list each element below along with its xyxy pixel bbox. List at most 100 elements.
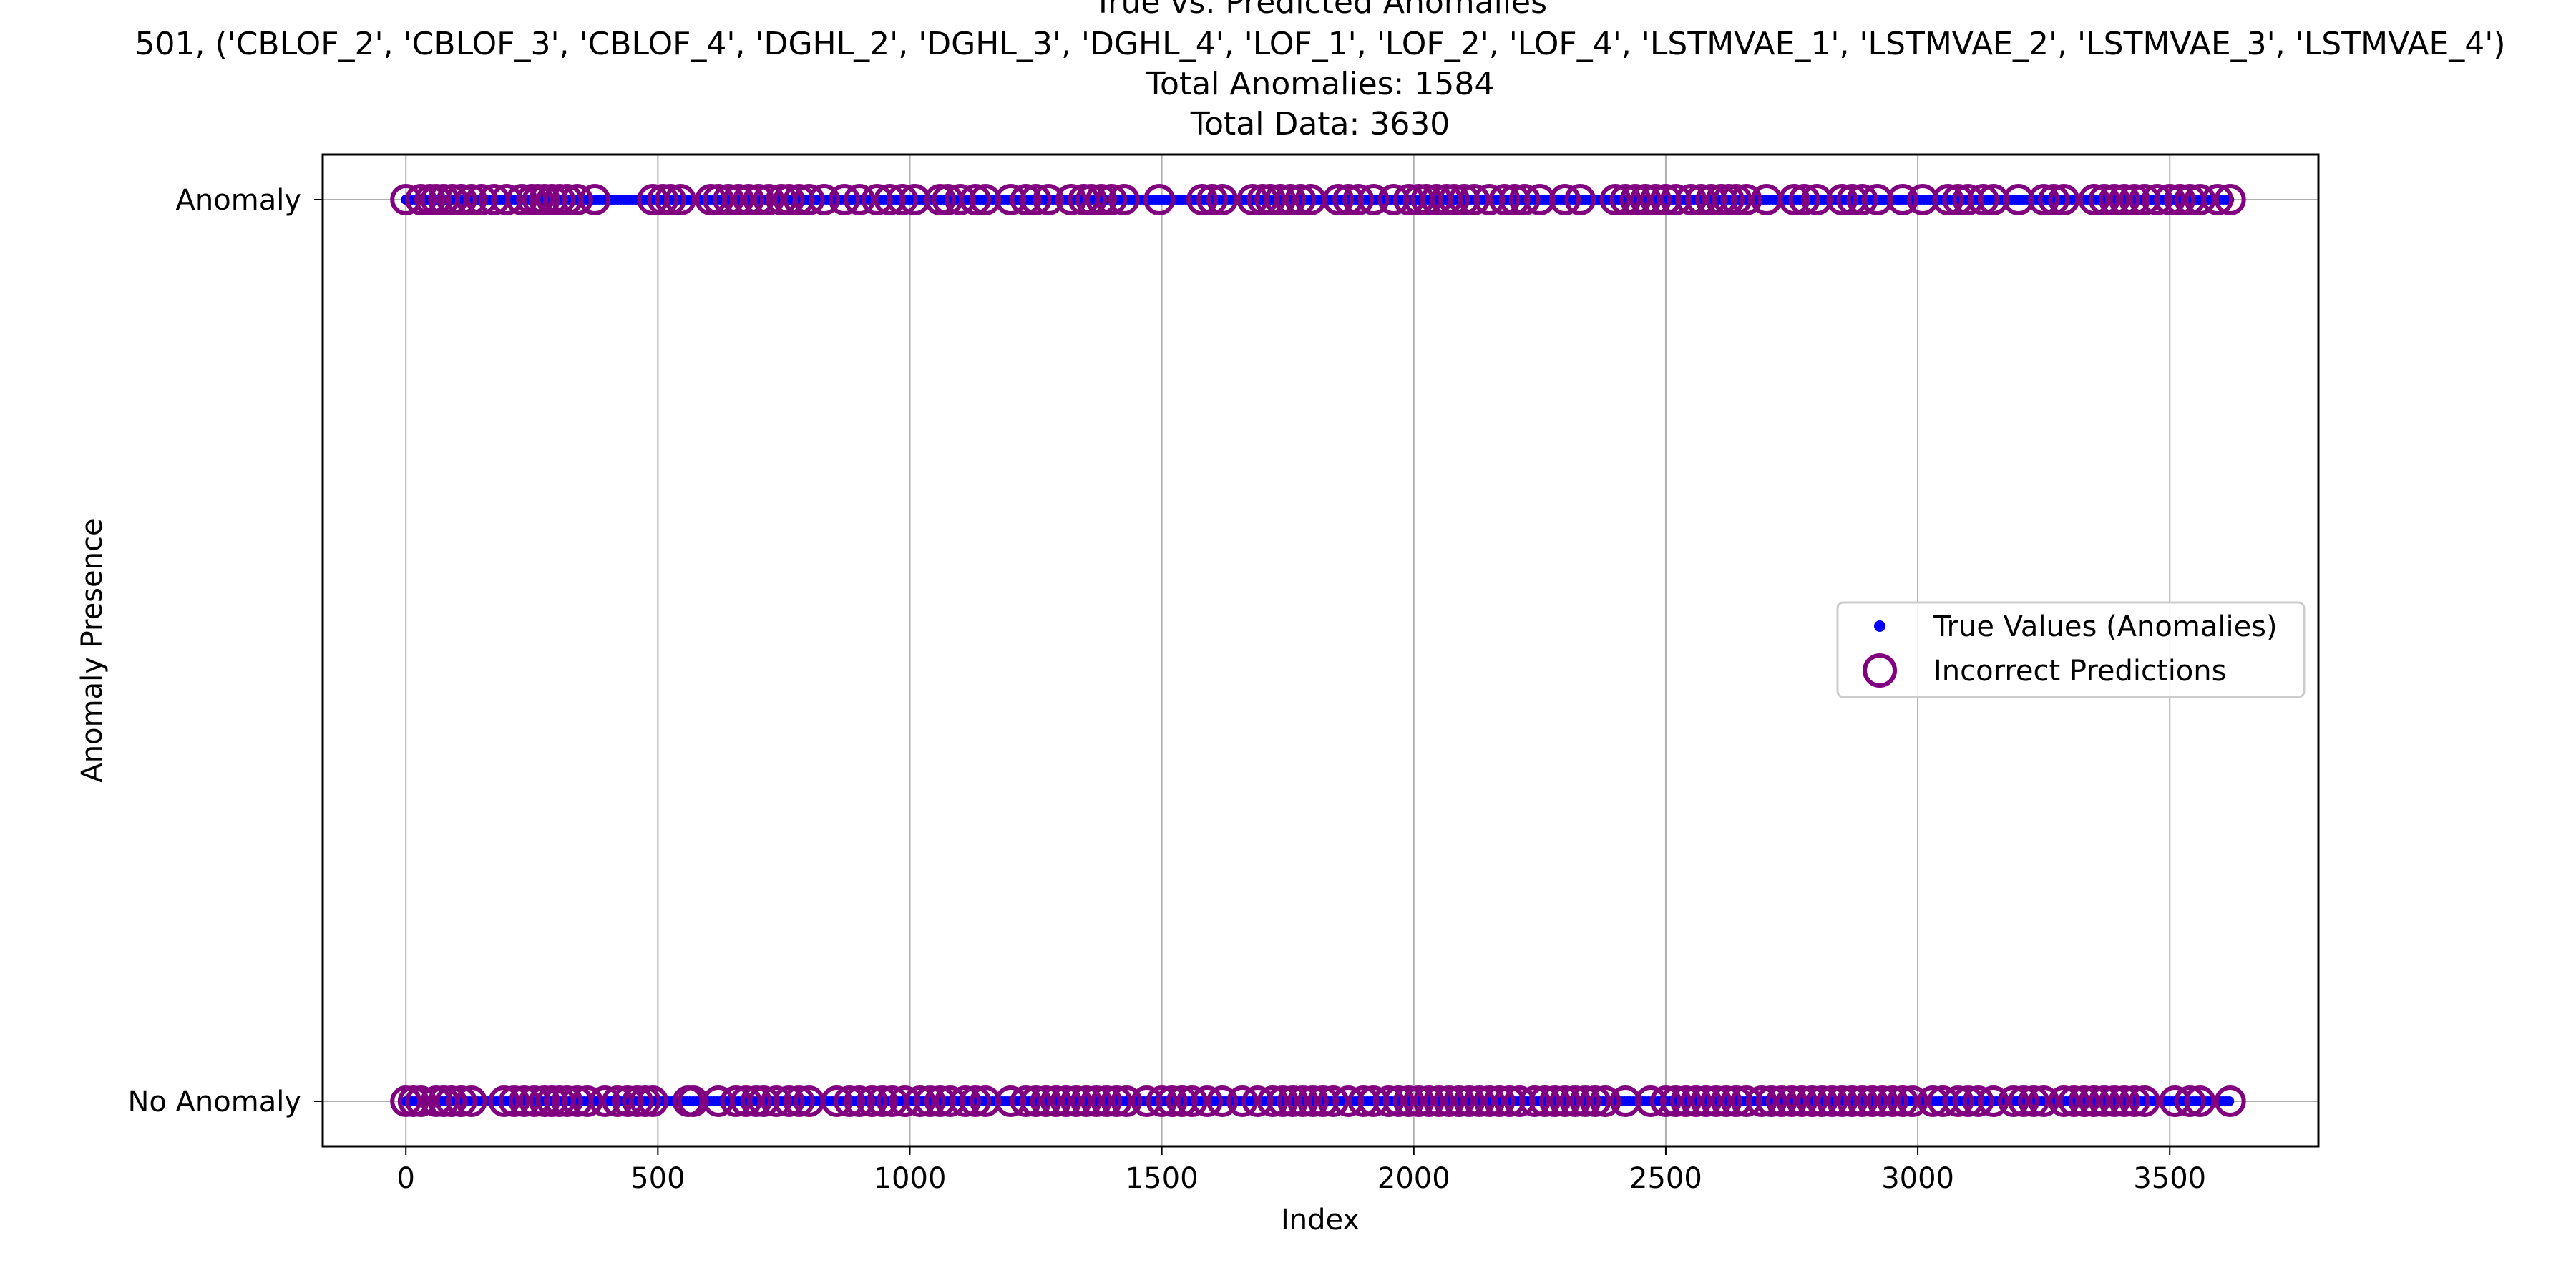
x-tick-label: 1500 (1126, 1162, 1199, 1195)
incorrect-prediction-point (1143, 184, 1176, 215)
x-tick-label: 3500 (2133, 1162, 2206, 1195)
incorrect-prediction-point (665, 184, 696, 215)
true-value-point (2224, 1096, 2235, 1106)
incorrect-prediction-point (1483, 1085, 1516, 1117)
incorrect-prediction-point (2048, 184, 2080, 215)
incorrect-prediction-point (844, 1085, 876, 1117)
incorrect-prediction-point (1342, 184, 1375, 215)
incorrect-prediction-point (1755, 1085, 1787, 1117)
incorrect-prediction-point (1730, 184, 1762, 215)
incorrect-prediction-point (1806, 1085, 1838, 1117)
incorrect-prediction-point (1030, 1085, 1062, 1117)
incorrect-prediction-point (1887, 1085, 1918, 1117)
incorrect-prediction-point (1778, 184, 1810, 215)
incorrect-prediction-point (2018, 1085, 2050, 1117)
incorrect-prediction-point (1254, 184, 1287, 215)
incorrect-prediction-point (1846, 184, 1878, 215)
incorrect-prediction-point (960, 1085, 992, 1117)
incorrect-prediction-point (1020, 184, 1052, 215)
incorrect-prediction-point (435, 1085, 467, 1117)
incorrect-prediction-point (1549, 184, 1581, 215)
incorrect-prediction-point (960, 184, 992, 215)
incorrect-prediction-point (1488, 184, 1521, 215)
incorrect-prediction-point (1967, 184, 1999, 215)
incorrect-prediction-point (1786, 1085, 1818, 1117)
incorrect-prediction-point (1473, 1085, 1506, 1117)
incorrect-prediction-point (1075, 184, 1107, 215)
incorrect-prediction-point (390, 184, 422, 215)
legend-label-true-values: True Values (Anomalies) (1933, 610, 2278, 643)
incorrect-prediction-point (1206, 1085, 1239, 1117)
incorrect-prediction-point (1096, 184, 1128, 215)
incorrect-prediction-point (1382, 1085, 1415, 1117)
incorrect-prediction-point (1111, 1085, 1143, 1117)
incorrect-prediction-point (1788, 184, 1820, 215)
incorrect-prediction-point (821, 1085, 853, 1117)
incorrect-prediction-point (405, 184, 437, 215)
incorrect-prediction-point (1156, 1085, 1188, 1117)
incorrect-prediction-point (1942, 1085, 1974, 1117)
incorrect-prediction-point (1453, 1085, 1485, 1117)
incorrect-prediction-point (1796, 1085, 1828, 1117)
y-tick-label: No Anomaly (127, 1085, 301, 1118)
incorrect-prediction-point (1559, 1085, 1591, 1117)
incorrect-prediction-point (455, 184, 487, 215)
incorrect-prediction-point (1564, 184, 1596, 215)
incorrect-prediction-point (2108, 1085, 2140, 1117)
incorrect-prediction-point (1423, 1085, 1455, 1117)
incorrect-prediction-point (1639, 184, 1672, 215)
incorrect-prediction-point (579, 184, 611, 215)
incorrect-prediction-point (488, 1085, 520, 1117)
incorrect-prediction-point (2098, 184, 2130, 215)
x-tick-label: 500 (630, 1162, 685, 1195)
incorrect-prediction-point (733, 184, 765, 215)
incorrect-prediction-point (1257, 1085, 1289, 1117)
incorrect-prediction-point (1357, 184, 1390, 215)
incorrect-prediction-point (1040, 1085, 1072, 1117)
incorrect-prediction-point (1413, 1085, 1445, 1117)
incorrect-prediction-point (1226, 1085, 1259, 1117)
incorrect-prediction-point (1700, 1085, 1732, 1117)
incorrect-prediction-point (1518, 1085, 1551, 1117)
incorrect-prediction-point (2184, 1085, 2216, 1117)
incorrect-prediction-point (760, 1085, 792, 1117)
incorrect-prediction-point (1091, 1085, 1123, 1117)
incorrect-prediction-point (904, 1085, 936, 1117)
incorrect-prediction-point (702, 184, 734, 215)
incorrect-prediction-point (1887, 184, 1918, 215)
incorrect-prediction-point (1675, 184, 1707, 215)
incorrect-prediction-point (2141, 184, 2173, 215)
incorrect-prediction-point (655, 184, 686, 215)
incorrect-prediction-point (1508, 184, 1541, 215)
incorrect-prediction-point (1433, 1085, 1465, 1117)
incorrect-prediction-point (2008, 1085, 2039, 1117)
incorrect-prediction-point (1101, 1085, 1133, 1117)
x-axis-label: Index (1281, 1204, 1360, 1236)
incorrect-prediction-point (1528, 1085, 1561, 1117)
incorrect-prediction-point (1710, 1085, 1742, 1117)
incorrect-prediction-point (2129, 1085, 2160, 1117)
plot-area-frame (321, 153, 2320, 1148)
incorrect-prediction-point (1010, 184, 1042, 215)
incorrect-prediction-point (1745, 1085, 1777, 1117)
incorrect-prediction-point (561, 184, 593, 215)
incorrect-prediction-point (2068, 1085, 2100, 1117)
x-tick-label: 1000 (874, 1162, 947, 1195)
incorrect-prediction-point (445, 184, 477, 215)
incorrect-prediction-point (1876, 1085, 1908, 1117)
incorrect-prediction-point (1609, 184, 1641, 215)
legend: True Values (Anomalies) Incorrect Predic… (1836, 601, 2306, 698)
incorrect-prediction-point (2078, 184, 2110, 215)
incorrect-prediction-point (1438, 184, 1470, 215)
incorrect-prediction-point (856, 1085, 888, 1117)
incorrect-prediction-point (1836, 1085, 1868, 1117)
incorrect-prediction-point (1463, 1085, 1496, 1117)
incorrect-prediction-point (1085, 184, 1118, 215)
title-line-1: True vs. Predicted Anomalies (1093, 0, 1547, 21)
incorrect-prediction-point (1402, 1085, 1435, 1117)
incorrect-prediction-point (1010, 1085, 1042, 1117)
incorrect-prediction-point (743, 184, 775, 215)
x-tick-label: 2500 (1629, 1162, 1702, 1195)
incorrect-prediction-point (2202, 184, 2234, 215)
incorrect-prediction-point (2118, 184, 2150, 215)
